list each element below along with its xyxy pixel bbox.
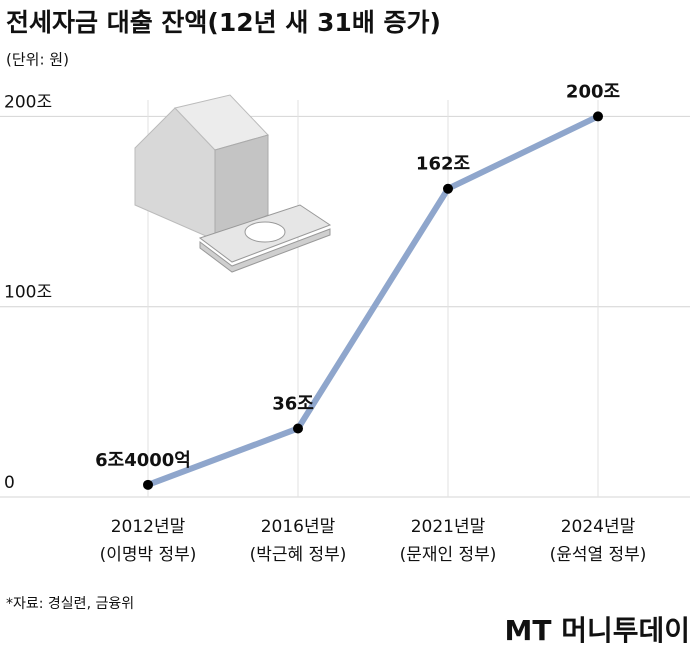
watermark: MT 머니투데이 [504, 614, 690, 647]
x-tick-label: 2021년말 [411, 517, 486, 537]
value-label: 162조 [416, 154, 470, 175]
chart-subtitle: (단위: 원) [6, 51, 69, 69]
x-tick-note: (윤석열 정부) [550, 545, 647, 565]
x-tick-note: (박근혜 정부) [250, 545, 347, 565]
data-point [593, 111, 603, 122]
y-tick-label: 100조 [4, 283, 52, 303]
value-label: 6조4000억 [95, 450, 191, 471]
data-point [443, 183, 453, 194]
y-tick-label: 0 [4, 473, 15, 493]
source-note: *자료: 경실련, 금융위 [6, 596, 134, 612]
data-point [293, 423, 303, 434]
x-tick-note: (문재인 정부) [400, 545, 497, 565]
value-label: 36조 [272, 393, 314, 414]
x-tick-label: 2016년말 [261, 517, 336, 537]
value-label: 200조 [566, 81, 620, 102]
y-tick-label: 200조 [4, 92, 52, 112]
data-line [146, 113, 600, 488]
x-tick-note: (이명박 정부) [100, 545, 197, 565]
data-point [143, 479, 153, 490]
house-illustration [134, 94, 332, 273]
x-tick-label: 2012년말 [111, 517, 186, 537]
chart-title: 전세자금 대출 잔액(12년 새 31배 증가) [6, 8, 441, 37]
x-tick-label: 2024년말 [561, 517, 636, 537]
